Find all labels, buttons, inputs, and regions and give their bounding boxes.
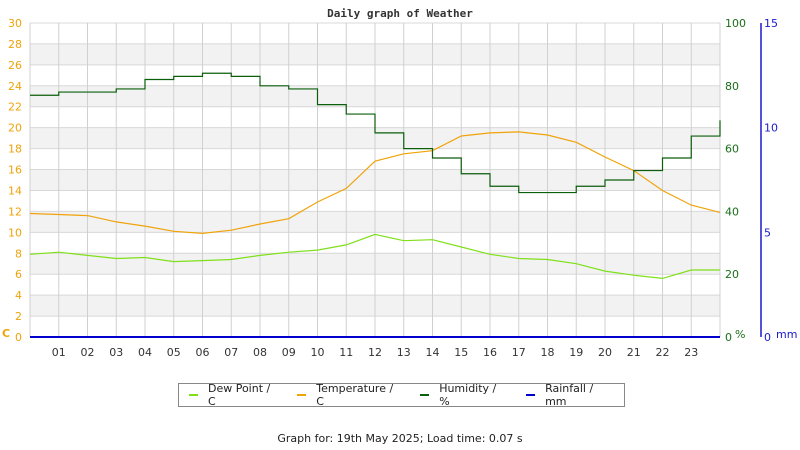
left-axis-tick: 6 (15, 268, 22, 281)
x-axis-hours: 01 02 03 04 05 06 07 08 09 10 11 12 13 14 15 16 17 18 19 20… (52, 346, 699, 359)
rainfall-axis-tick: 0 (764, 331, 771, 344)
temperature-swatch-icon (297, 394, 307, 396)
x-axis-tick: 03 (109, 346, 123, 359)
left-axis-tick: 20 (8, 122, 22, 135)
x-axis-tick: 12 (368, 346, 382, 359)
legend: Dew Point / C Temperature / C Humidity /… (178, 382, 625, 408)
left-axis-tick: 2 (15, 310, 22, 323)
left-axis-unit: C (2, 327, 10, 340)
humidity-axis-tick: 100 (725, 17, 746, 30)
humidity-axis-tick: 0 (725, 331, 732, 344)
rainfall-axis-tick: 15 (764, 17, 778, 30)
dew-point-line (29, 233, 720, 280)
rainfall-swatch-icon (526, 394, 536, 396)
x-axis-tick: 15 (454, 346, 468, 359)
humidity-axis-unit: % (735, 328, 745, 341)
left-axis-tick: 0 (15, 331, 22, 344)
series-lines (29, 72, 721, 338)
x-axis-tick: 21 (627, 346, 641, 359)
x-axis-tick: 17 (512, 346, 526, 359)
left-axis-tick: 22 (8, 101, 22, 114)
rainfall-axis-unit: mm (776, 328, 797, 341)
x-axis-tick: 20 (598, 346, 612, 359)
rainfall-axis-tick: 5 (764, 226, 771, 239)
x-axis-tick: 01 (52, 346, 66, 359)
chart-title: Daily graph of Weather (327, 7, 473, 20)
legend-item-humidity: Humidity / % (420, 382, 510, 408)
x-axis-tick: 07 (224, 346, 238, 359)
left-axis-tick: 24 (8, 80, 22, 93)
x-axis-tick: 19 (569, 346, 583, 359)
legend-label: Temperature / C (316, 382, 394, 408)
legend-item-temperature: Temperature / C (297, 382, 404, 408)
x-axis-tick: 14 (426, 346, 440, 359)
x-axis-tick: 13 (397, 346, 411, 359)
right-axis-humidity: 0 20 40 60 80 100% (725, 17, 746, 344)
x-axis-tick: 11 (339, 346, 353, 359)
humidity-axis-tick: 80 (725, 80, 739, 93)
x-axis-tick: 02 (81, 346, 95, 359)
x-axis-tick: 18 (541, 346, 555, 359)
left-axis-tick: 4 (15, 289, 22, 302)
legend-label: Dew Point / C (207, 382, 271, 408)
x-axis-tick: 16 (483, 346, 497, 359)
temperature-line (29, 131, 721, 235)
dew-point-swatch-icon (189, 394, 198, 396)
legend-item-dew-point: Dew Point / C (189, 382, 281, 408)
rainfall-axis-tick: 10 (764, 122, 778, 135)
left-axis-tick: 16 (8, 164, 22, 177)
x-axis-tick: 05 (167, 346, 181, 359)
humidity-axis-tick: 60 (725, 143, 739, 156)
humidity-line (30, 72, 721, 194)
right-axis-rainfall: 0 5 10 15 mm (760, 17, 797, 344)
humidity-axis-tick: 20 (725, 268, 739, 281)
legend-label: Humidity / % (439, 382, 497, 408)
left-axis-tick: 18 (8, 143, 22, 156)
left-axis-tick: 28 (8, 38, 22, 51)
humidity-axis-tick: 40 (725, 205, 739, 218)
legend-label: Rainfall / mm (545, 382, 594, 408)
left-axis-tick: 10 (8, 226, 22, 239)
left-axis-tick: 14 (8, 184, 22, 197)
left-axis-tick: 30 (8, 17, 22, 30)
legend-item-rainfall: Rainfall / mm (526, 382, 618, 408)
x-axis-tick: 09 (282, 346, 296, 359)
humidity-swatch-icon (420, 394, 430, 396)
left-axis-tick: 12 (8, 205, 22, 218)
left-axis-tick: 8 (15, 247, 22, 260)
x-axis-tick: 22 (656, 346, 670, 359)
left-axis-tick: 26 (8, 59, 22, 72)
footer-status: Graph for: 19th May 2025; Load time: 0.0… (277, 432, 523, 445)
x-axis-tick: 23 (684, 346, 698, 359)
x-axis-tick: 08 (253, 346, 267, 359)
x-axis-tick: 06 (196, 346, 210, 359)
x-axis-tick: 10 (311, 346, 325, 359)
x-axis-tick: 04 (138, 346, 152, 359)
